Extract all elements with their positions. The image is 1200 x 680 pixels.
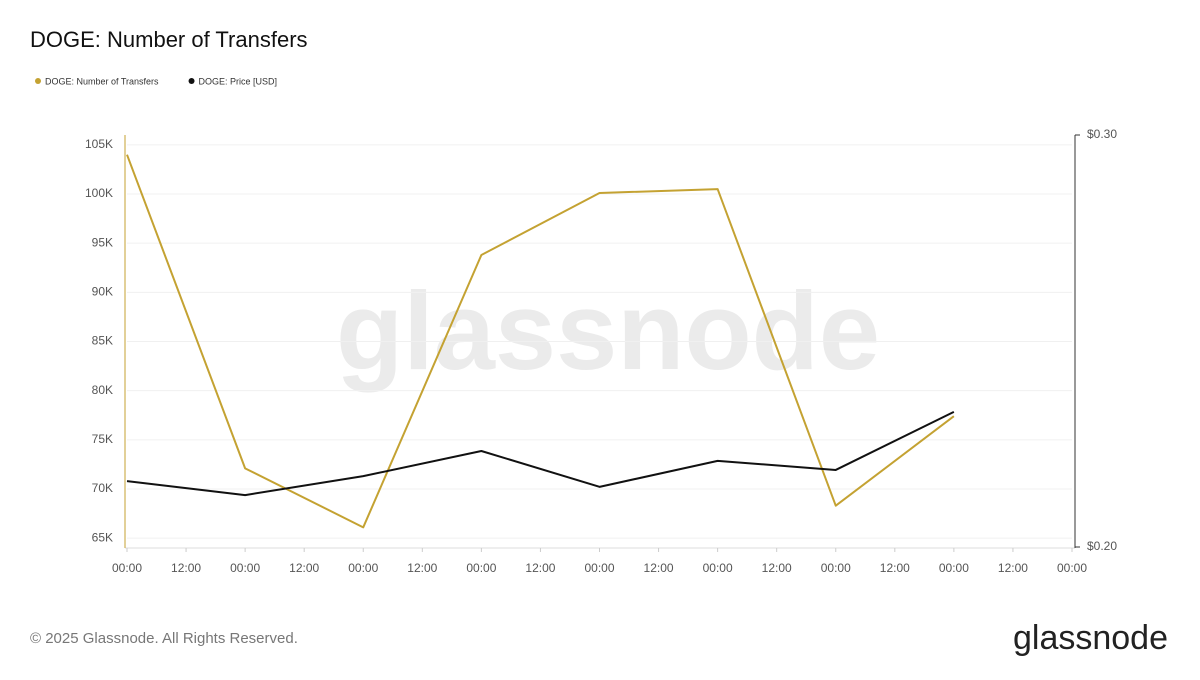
y-tick-label: 105K [85,137,113,151]
chart-title: DOGE: Number of Transfers [30,27,308,52]
y-tick-label: 80K [92,383,113,397]
x-tick-label: 00:00 [939,561,969,575]
x-tick-label: 12:00 [289,561,319,575]
x-tick-label: 12:00 [407,561,437,575]
x-tick-label: 00:00 [230,561,260,575]
x-tick-label: 00:00 [703,561,733,575]
y2-tick-label: $0.30 [1087,127,1117,141]
y2-tick-label: $0.20 [1087,539,1117,553]
logo: glassnode [1013,619,1168,657]
x-tick-label: 00:00 [348,561,378,575]
x-tick-label: 00:00 [584,561,614,575]
x-tick-label: 12:00 [525,561,555,575]
legend-marker [188,78,195,84]
x-tick-label: 00:00 [821,561,851,575]
x-tick-label: 12:00 [880,561,910,575]
line-series [126,154,955,529]
legend-label: DOGE: Price [USD] [199,76,278,86]
y-tick-label: 85K [92,334,113,348]
x-tick-label: 12:00 [762,561,792,575]
x-tick-label: 00:00 [466,561,496,575]
x-tick-label: 00:00 [1057,561,1087,575]
y-tick-label: 90K [92,284,113,298]
y-tick-label: 75K [92,432,113,446]
watermark: glassnode [336,270,880,393]
y-tick-label: 65K [92,530,113,544]
y-tick-label: 70K [92,481,113,495]
legend-marker [35,78,41,84]
x-tick-label: 12:00 [171,561,201,575]
x-tick-label: 12:00 [644,561,674,575]
copyright: © 2025 Glassnode. All Rights Reserved. [30,630,298,647]
line-series [126,410,955,497]
x-tick-label: 00:00 [112,561,142,575]
y-tick-label: 100K [85,186,113,200]
legend-label: DOGE: Number of Transfers [45,76,159,86]
x-tick-label: 12:00 [998,561,1028,575]
y-tick-label: 95K [92,235,113,249]
